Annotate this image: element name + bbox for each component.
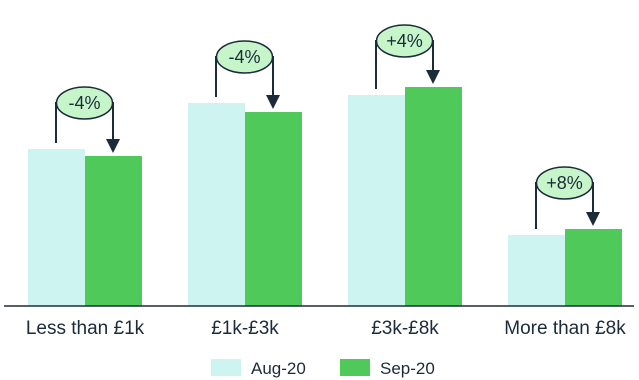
- change-annotations: -4% -4% +4% +8%: [55, 24, 600, 229]
- change-label: -4%: [68, 93, 100, 113]
- bar-aug-20-2: [188, 103, 245, 306]
- bar-sep-20-4: [565, 229, 622, 306]
- change-annotation: +4%: [375, 24, 440, 89]
- change-badge: [55, 86, 114, 120]
- legend-label-sep-20: Sep-20: [380, 359, 435, 378]
- legend-swatch-sep-20: [340, 359, 370, 376]
- change-badge: [215, 40, 274, 74]
- x-tick-label: £1k-£3k: [211, 318, 279, 339]
- bar-aug-20-1: [28, 149, 85, 306]
- down-arrow-icon: [106, 139, 120, 153]
- x-tick-label: £3k-£8k: [371, 318, 439, 339]
- x-tick-label: More than £8k: [504, 318, 626, 339]
- bar-sep-20-3: [405, 87, 462, 306]
- change-annotation: -4%: [55, 86, 120, 153]
- down-arrow-icon: [426, 70, 440, 84]
- change-badge: [535, 166, 594, 200]
- change-annotation: -4%: [215, 40, 280, 109]
- down-arrow-icon: [266, 95, 280, 109]
- x-axis-labels: Less than £1k £1k-£3k £3k-£8k More than …: [26, 318, 626, 339]
- x-tick-label: Less than £1k: [26, 318, 145, 339]
- bar-aug-20-3: [348, 95, 405, 306]
- bar-aug-20-4: [508, 235, 565, 306]
- change-badge: [375, 24, 434, 58]
- change-label: -4%: [228, 47, 260, 67]
- bar-sep-20-2: [245, 112, 302, 306]
- bars-group: [28, 87, 622, 306]
- legend: Aug-20 Sep-20: [211, 359, 435, 378]
- change-label: +4%: [386, 31, 423, 51]
- change-annotation: +8%: [535, 166, 600, 229]
- legend-swatch-aug-20: [211, 359, 241, 376]
- change-label: +8%: [546, 173, 583, 193]
- legend-label-aug-20: Aug-20: [251, 359, 306, 378]
- down-arrow-icon: [586, 212, 600, 226]
- bar-sep-20-1: [85, 156, 142, 306]
